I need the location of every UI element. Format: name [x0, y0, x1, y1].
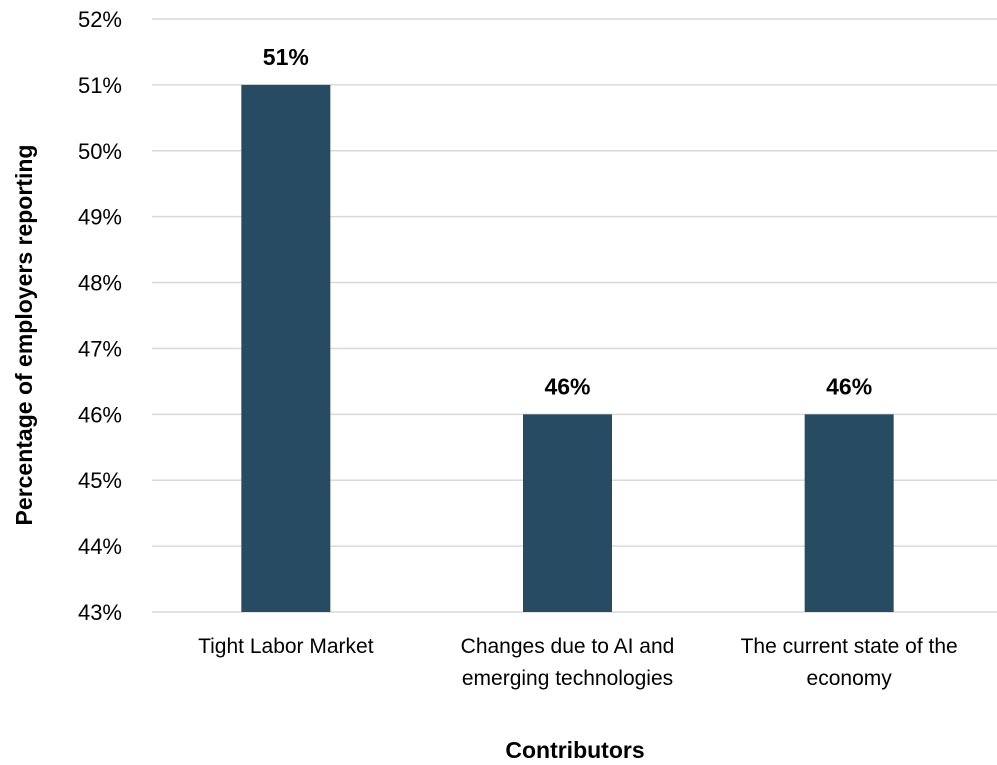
y-tick-label: 47% — [78, 336, 122, 361]
x-category-label: Tight Labor Market — [198, 635, 374, 658]
x-category-label: The current state of the economy — [741, 635, 958, 690]
y-tick-label: 44% — [78, 534, 122, 559]
data-labels: 51% 46% 46% — [263, 44, 872, 399]
y-axis-ticks: 43% 44% 45% 46% 47% 48% 49% 50% 51% 52% — [78, 7, 122, 625]
bar — [804, 414, 894, 612]
y-tick-label: 43% — [78, 600, 122, 625]
y-tick-label: 48% — [78, 271, 122, 296]
y-tick-label: 45% — [78, 468, 122, 493]
x-axis-title: Contributors — [505, 737, 644, 763]
data-label: 46% — [544, 373, 590, 399]
data-label: 51% — [263, 44, 309, 70]
x-axis-categories: Tight Labor Market Changes due to AI and e… — [198, 635, 958, 690]
x-category-label-line: Changes due to AI and — [461, 635, 675, 658]
bar — [241, 84, 331, 612]
x-category-label-line: emerging technologies — [462, 667, 673, 690]
bars — [241, 84, 894, 612]
data-label: 46% — [826, 373, 872, 399]
y-tick-label: 50% — [78, 139, 122, 164]
x-category-label-line: Tight Labor Market — [198, 635, 374, 658]
y-tick-label: 49% — [78, 205, 122, 230]
x-category-label: Changes due to AI and emerging technologi… — [461, 635, 675, 690]
x-category-label-line: The current state of the — [741, 635, 958, 658]
x-category-label-line: economy — [807, 667, 893, 690]
y-axis-title: Percentage of employers reporting — [11, 145, 37, 526]
y-tick-label: 51% — [78, 73, 122, 98]
y-tick-label: 46% — [78, 402, 122, 427]
bar — [523, 414, 612, 612]
y-tick-label: 52% — [78, 7, 122, 32]
